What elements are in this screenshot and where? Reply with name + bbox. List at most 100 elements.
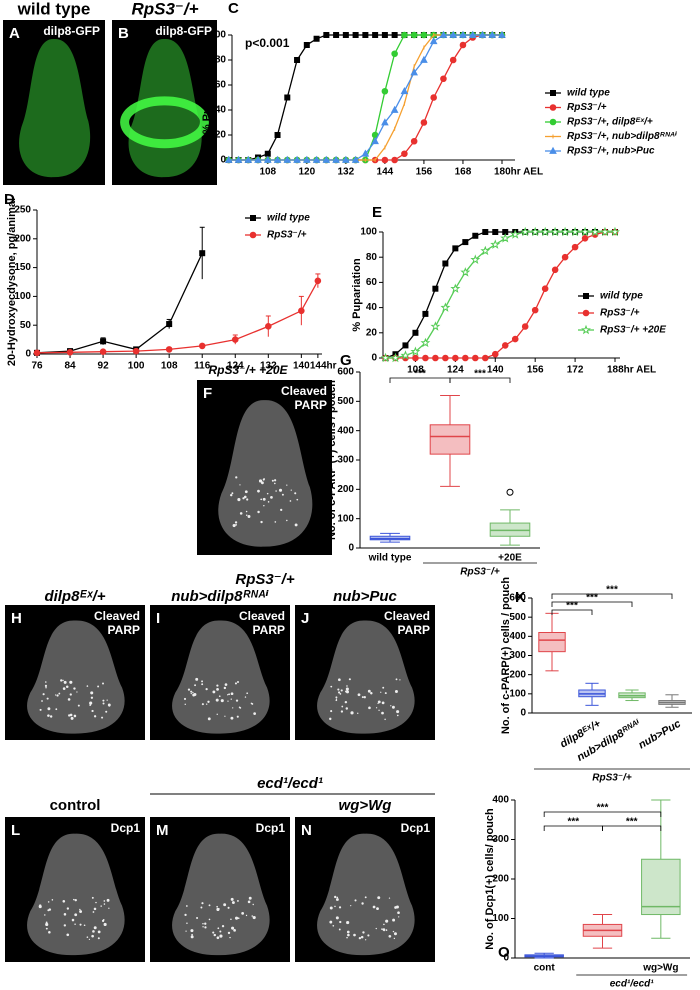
signal-speck bbox=[399, 679, 401, 681]
x-tick-label: 140 bbox=[293, 361, 310, 372]
stain-label: Dcp1 bbox=[256, 821, 286, 835]
signal-speck bbox=[335, 698, 338, 700]
stain-label: dilp8-GFP bbox=[155, 24, 212, 38]
marker bbox=[541, 285, 549, 293]
marker bbox=[283, 155, 292, 163]
signal-speck bbox=[67, 698, 71, 701]
signal-speck bbox=[93, 715, 97, 718]
signal-speck bbox=[230, 698, 232, 700]
signal-speck bbox=[330, 710, 333, 713]
panel-letter: E bbox=[372, 204, 382, 221]
x-tick-label: 156 bbox=[416, 167, 433, 178]
signal-speck bbox=[190, 692, 192, 695]
signal-speck bbox=[340, 710, 344, 713]
signal-speck bbox=[390, 705, 392, 707]
marker bbox=[264, 150, 271, 157]
marker bbox=[521, 323, 529, 330]
signal-speck bbox=[206, 703, 208, 705]
signal-speck bbox=[236, 680, 239, 683]
x-tick-label: 188hr AEL bbox=[607, 365, 656, 376]
panel-letter: G bbox=[340, 352, 352, 369]
legend-label: RpS3⁻/+ bbox=[567, 102, 607, 113]
legend-label: wild type bbox=[267, 213, 310, 224]
legend-label: RpS3⁻/+, nub>dilp8ᴿᴺᴬⁱ bbox=[567, 131, 678, 142]
y-tick-label: 80 bbox=[366, 252, 378, 263]
marker bbox=[410, 137, 418, 145]
marker bbox=[581, 235, 589, 242]
marker bbox=[459, 41, 467, 49]
x-tick-label: 108 bbox=[259, 167, 276, 178]
signal-speck bbox=[47, 707, 51, 711]
marker bbox=[244, 155, 253, 163]
signal-speck bbox=[361, 696, 364, 699]
marker bbox=[452, 245, 459, 252]
signal-speck bbox=[54, 694, 57, 696]
marker bbox=[410, 68, 418, 76]
signal-speck bbox=[383, 929, 385, 932]
signal-speck bbox=[207, 717, 211, 721]
signal-speck bbox=[48, 931, 51, 934]
signal-speck bbox=[376, 907, 379, 911]
y-tick-label: 100 bbox=[337, 513, 354, 524]
signal-speck bbox=[212, 690, 216, 694]
marker bbox=[302, 155, 311, 163]
signal-speck bbox=[365, 939, 367, 941]
marker bbox=[442, 354, 449, 362]
marker bbox=[540, 226, 551, 237]
signal-speck bbox=[348, 678, 351, 681]
tissue bbox=[172, 833, 270, 956]
signal-speck bbox=[79, 923, 82, 926]
signal-speck bbox=[294, 492, 297, 495]
signal-speck bbox=[103, 900, 106, 902]
signal-speck bbox=[185, 905, 188, 907]
signal-speck bbox=[384, 718, 386, 721]
signal-speck bbox=[65, 685, 69, 688]
panel-letter: F bbox=[203, 385, 212, 402]
signal-speck bbox=[93, 907, 97, 911]
x-tick-label: +20E bbox=[498, 553, 522, 564]
signal-speck bbox=[228, 693, 231, 696]
signal-speck bbox=[45, 922, 49, 927]
signal-speck bbox=[219, 934, 223, 938]
signal-speck bbox=[184, 703, 186, 706]
x-tick-label: wg>Wg bbox=[642, 963, 678, 974]
signal-speck bbox=[63, 924, 67, 927]
signal-speck bbox=[208, 918, 211, 921]
signal-speck bbox=[329, 906, 333, 910]
panel-letter: L bbox=[11, 822, 20, 839]
signal-speck bbox=[86, 685, 89, 687]
signal-speck bbox=[195, 677, 199, 681]
signal-speck bbox=[274, 479, 277, 482]
signal-speck bbox=[350, 905, 352, 907]
series-line bbox=[228, 34, 502, 161]
signal-speck bbox=[260, 520, 263, 524]
signal-speck bbox=[204, 926, 207, 929]
signal-speck bbox=[344, 700, 348, 704]
signal-speck bbox=[332, 924, 335, 927]
signal-speck bbox=[76, 691, 78, 693]
signal-speck bbox=[216, 905, 218, 908]
signal-speck bbox=[221, 925, 225, 928]
signal-speck bbox=[105, 710, 108, 713]
signal-speck bbox=[227, 931, 231, 935]
signal-speck bbox=[357, 712, 359, 715]
signal-speck bbox=[346, 930, 350, 934]
signal-speck bbox=[73, 687, 76, 690]
marker bbox=[381, 32, 388, 38]
box bbox=[641, 858, 681, 916]
signal-speck bbox=[237, 899, 239, 902]
marker bbox=[361, 149, 370, 157]
signal-speck bbox=[56, 694, 59, 697]
signal-speck bbox=[338, 906, 342, 909]
image-title: wild type bbox=[17, 0, 91, 18]
signal-speck bbox=[89, 701, 93, 705]
signal-speck bbox=[102, 699, 105, 702]
signal-speck bbox=[231, 926, 235, 930]
marker bbox=[198, 342, 206, 350]
signal-speck bbox=[335, 696, 338, 699]
signal-speck bbox=[212, 931, 215, 934]
panel-letter: I bbox=[156, 610, 160, 627]
marker bbox=[432, 285, 439, 292]
y-tick-label: 20 bbox=[215, 130, 227, 141]
marker bbox=[550, 90, 556, 96]
